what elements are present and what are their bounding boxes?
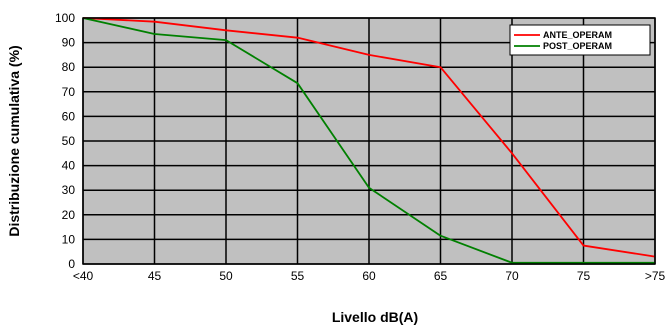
x-axis-ticks: <40 45 50 55 60 65 70 75 >75 (73, 269, 666, 283)
x-tick-label: 45 (148, 269, 162, 283)
y-tick-label: 80 (62, 60, 76, 74)
y-tick-label: 70 (62, 85, 76, 99)
x-tick-label: 50 (219, 269, 233, 283)
legend-label: POST_OPERAM (543, 41, 612, 51)
plot-border (82, 17, 656, 265)
x-tick-label: >75 (645, 269, 666, 283)
y-axis-ticks: 0 10 20 30 40 50 60 70 80 90 100 (55, 11, 75, 271)
series-lines (82, 17, 656, 264)
series-line-ante-operam (82, 17, 656, 258)
x-tick-label: 70 (505, 269, 519, 283)
series-line-post-operam (82, 17, 655, 264)
y-tick-label: 10 (62, 232, 76, 246)
legend-label: ANTE_OPERAM (543, 30, 612, 40)
x-tick-label: <40 (73, 269, 94, 283)
y-axis-title: Distribuzione cumulativa (%) (6, 45, 22, 236)
y-tick-label: 0 (68, 257, 75, 271)
x-tick-label: 75 (577, 269, 591, 283)
y-tick-label: 60 (62, 109, 76, 123)
y-tick-label: 90 (62, 36, 76, 50)
x-axis-title: Livello dB(A) (332, 309, 418, 325)
y-tick-label: 100 (55, 11, 75, 25)
y-tick-label: 20 (62, 208, 76, 222)
y-tick-label: 50 (62, 134, 76, 148)
legend-box (509, 24, 651, 56)
x-tick-label: 60 (362, 269, 376, 283)
x-tick-label: 55 (291, 269, 305, 283)
x-tick-label: 65 (434, 269, 448, 283)
y-tick-label: 40 (62, 159, 76, 173)
y-tick-label: 30 (62, 183, 76, 197)
